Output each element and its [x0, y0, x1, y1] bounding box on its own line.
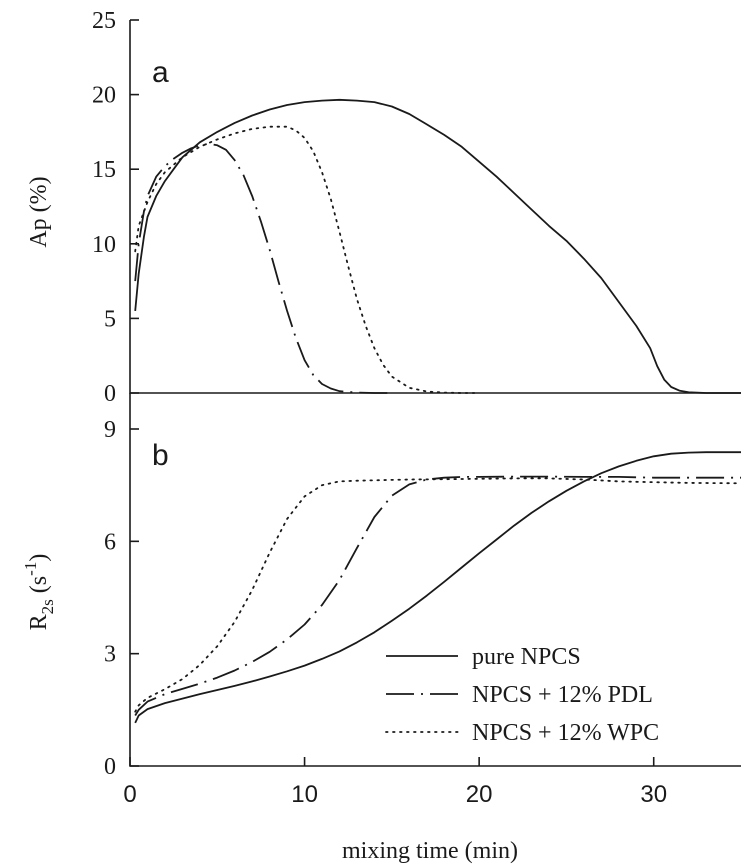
- panel-a-series-pure-npcs-line: [134, 98, 741, 394]
- panel-b-y-axis-label: R2s (s-1): [21, 554, 57, 631]
- panel-a-y-tick-label: 20: [92, 83, 116, 109]
- y-label-paren-open: (s: [26, 576, 52, 599]
- panel-a-y-tick-label: 15: [92, 157, 116, 183]
- panel-b-frame: [129, 393, 741, 767]
- panel-b-series-wpc-line: [134, 477, 741, 713]
- panel-a-y-tick-label: 0: [104, 381, 116, 407]
- y-label-main: R: [26, 614, 52, 630]
- x-tick-label: 0: [123, 781, 136, 808]
- panel-a-frame: [129, 20, 741, 394]
- panel-a-y-ticks: 0 5 10 15 20 25: [92, 8, 139, 407]
- panel-b-series: [134, 451, 741, 724]
- x-axis-ticks: 0 10 20 30: [123, 757, 667, 808]
- legend-label-wpc: NPCS + 12% WPC: [472, 720, 659, 746]
- panel-b-series-pdl-line: [134, 475, 741, 716]
- panel-b-y-ticks: 0 3 6 9: [104, 417, 139, 780]
- panel-a-series-pdl-line: [134, 142, 392, 394]
- panel-b-y-tick-label: 9: [104, 417, 116, 443]
- y-label-paren-close: ): [26, 554, 52, 562]
- panel-a-series-wpc-line: [134, 125, 480, 394]
- panel-a-series: [134, 98, 741, 394]
- panel-a-y-axis-label: Ap (%): [26, 176, 52, 247]
- panel-b-label: b: [152, 439, 169, 472]
- panel-b-series-pure-npcs-line: [134, 451, 741, 724]
- panel-b-y-tick-label: 6: [104, 529, 116, 555]
- panel-a-y-tick-label: 5: [104, 306, 116, 332]
- panel-b-y-tick-label: 0: [104, 754, 116, 780]
- y-label-subscript: 2s: [38, 599, 57, 614]
- panel-a: a 0 5 10 15 20 25 Ap (%): [26, 8, 741, 407]
- y-label-superscript: -1: [21, 562, 40, 576]
- x-tick-label: 20: [466, 781, 493, 808]
- x-axis-label: mixing time (min): [342, 838, 518, 864]
- panel-a-label: a: [152, 56, 169, 89]
- legend: pure NPCS NPCS + 12% PDL NPCS + 12% WPC: [385, 644, 659, 746]
- panel-a-y-tick-label: 10: [92, 232, 116, 258]
- x-tick-label: 10: [291, 781, 318, 808]
- x-tick-label: 30: [640, 781, 667, 808]
- panel-b: b 0 3 6 9 0 10 20 30 R2s (s-1) mixing time (mi…: [21, 393, 741, 864]
- legend-label-pure-npcs: pure NPCS: [472, 644, 581, 670]
- panel-b-y-tick-label: 3: [104, 642, 116, 668]
- legend-label-pdl: NPCS + 12% PDL: [472, 682, 653, 708]
- panel-a-y-tick-label: 25: [92, 8, 116, 34]
